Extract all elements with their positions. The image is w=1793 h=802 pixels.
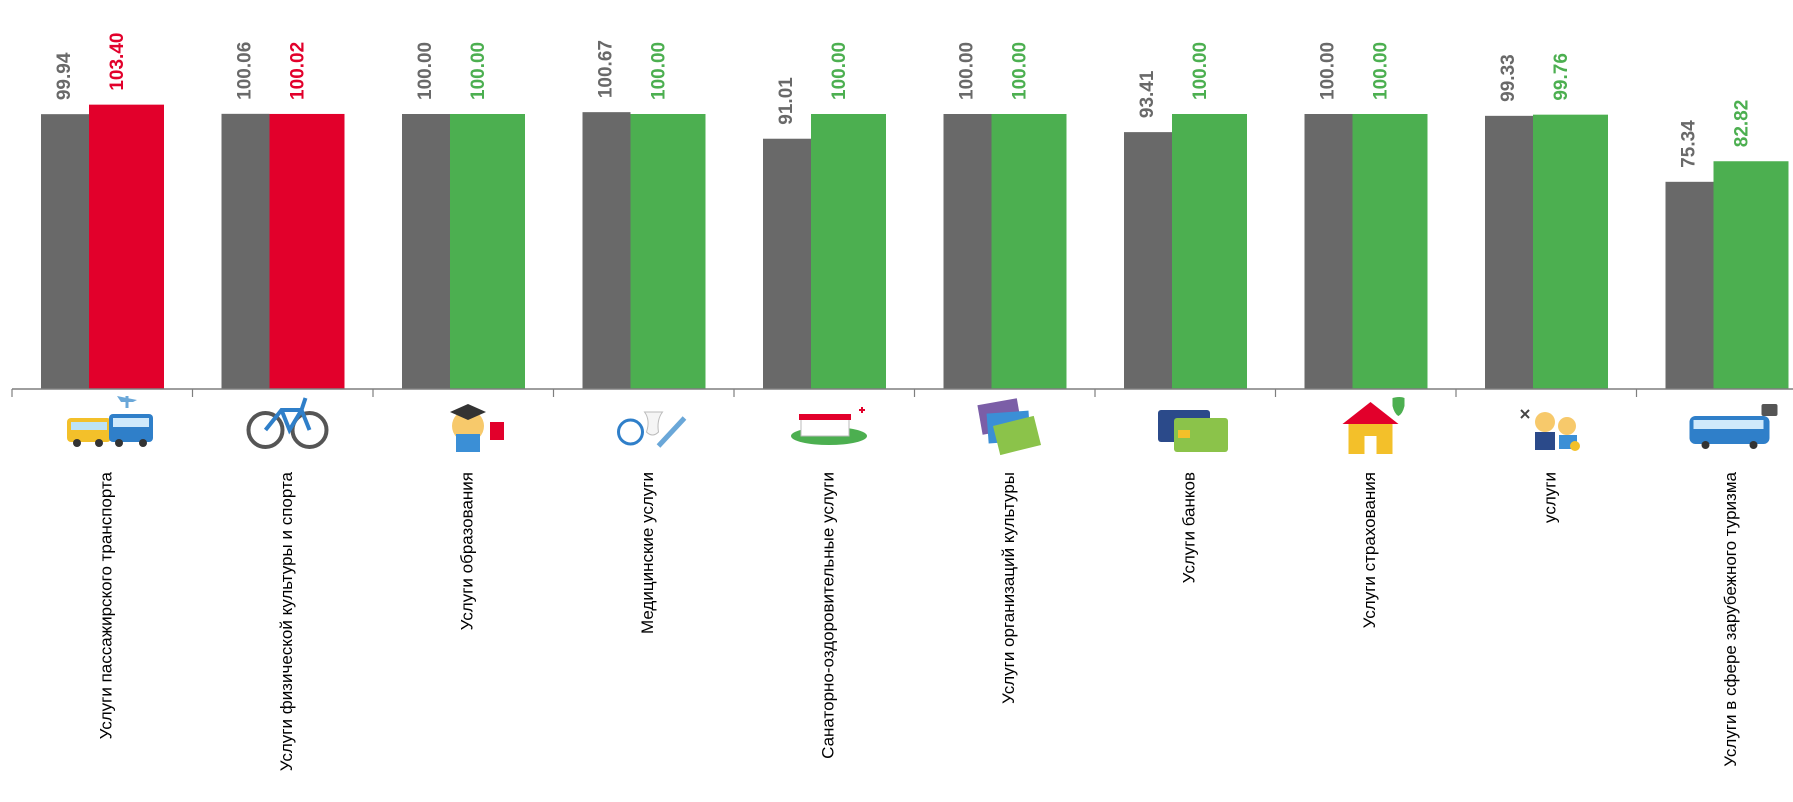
value-label-s0-7: 100.00 [1318,42,1339,100]
bar-s0-3 [582,112,631,389]
category-label-8: услуги [1540,472,1559,523]
value-label-s1-5: 100.00 [1010,42,1031,100]
bank-cards-icon [1158,410,1228,452]
bar-s0-7 [1304,114,1353,389]
graduate-icon [450,404,504,452]
value-label-s0-2: 100.00 [415,42,436,100]
bars-layer [41,104,1789,390]
value-label-s1-3: 100.00 [649,42,670,100]
tour-bus-icon [1689,404,1778,449]
culture-tickets-icon [977,398,1042,456]
value-label-s0-3: 100.67 [596,40,617,98]
bar-s0-6 [1124,132,1172,389]
bar-s1-3 [630,114,706,389]
category-label-4: Санаторно-оздоровительные услуги [818,472,837,759]
bar-s0-1 [221,113,270,390]
bar-s0-9 [1665,181,1714,389]
category-label-9: Услуги в сфере зарубежного туризма [1721,471,1740,766]
value-label-s1-1: 100.02 [288,42,309,100]
bar-s1-4 [811,114,886,389]
category-label-7: Услуги страхования [1360,472,1379,628]
bar-s1-0 [89,104,164,390]
insurance-house-icon [1342,397,1405,454]
value-label-s1-4: 100.00 [829,42,850,100]
personal-services-icon [1520,409,1580,451]
bar-s1-5 [991,114,1067,389]
value-label-s1-7: 100.00 [1371,42,1392,100]
bar-s1-2 [450,114,525,389]
category-label-3: Медицинские услуги [638,472,657,634]
bar-s0-8 [1485,115,1533,389]
category-icons-layer [67,396,1778,456]
bar-s1-9 [1713,161,1789,389]
value-label-s1-0: 103.40 [107,33,128,91]
bar-s0-4 [763,138,811,389]
category-label-2: Услуги образования [457,472,476,630]
x-axis-ticks [11,389,1638,397]
value-label-s1-9: 82.82 [1732,100,1753,148]
value-label-s1-2: 100.00 [468,42,489,100]
value-label-s0-6: 93.41 [1137,70,1158,118]
category-label-5: Услуги организаций культуры [999,472,1018,704]
value-labels-layer: 99.94 103.40 100.06 100.02 100.00 100.00 100.6… [54,33,1753,168]
bar-s1-1 [269,113,345,389]
bar-s0-2 [402,114,450,389]
category-label-0: Услуги пассажирского транспорта [96,471,115,739]
value-label-s0-0: 99.94 [54,52,75,100]
value-label-s0-5: 100.00 [957,42,978,100]
category-labels-layer: Услуги пассажирского транспорта Услуги фи… [96,471,1740,771]
bicycle-icon [246,397,329,449]
bar-s1-6 [1172,114,1247,389]
bar-s0-0 [41,114,89,389]
sanatorium-icon [791,407,867,445]
category-label-6: Услуги банков [1179,472,1198,583]
bar-s1-8 [1533,114,1608,389]
value-label-s0-4: 91.01 [776,77,797,125]
value-label-s1-8: 99.76 [1551,53,1572,101]
bar-s0-5 [943,114,992,389]
value-label-s1-6: 100.00 [1190,42,1211,100]
value-label-s0-9: 75.34 [1679,120,1700,168]
bar-s1-7 [1352,114,1428,389]
transport-icon [67,396,153,447]
category-label-1: Услуги физической культуры и спорта [277,471,296,771]
medical-icon [617,411,687,448]
value-label-s0-8: 99.33 [1498,54,1519,102]
value-label-s0-1: 100.06 [235,42,256,100]
